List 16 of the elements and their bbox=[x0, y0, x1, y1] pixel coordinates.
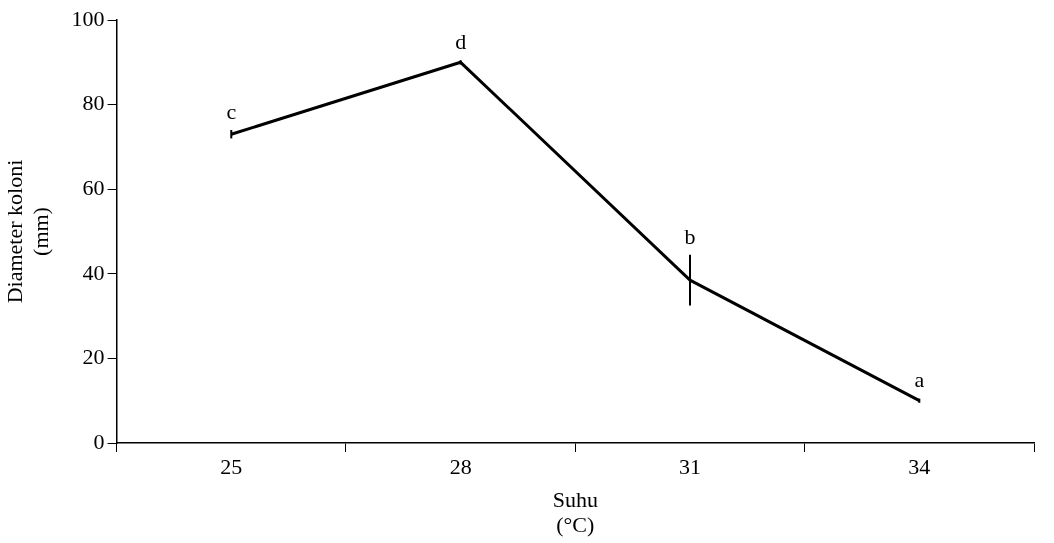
y-tick-label: 40 bbox=[82, 259, 105, 285]
annotation: d bbox=[455, 28, 467, 54]
x-tick-label: 28 bbox=[449, 453, 472, 479]
y-tick-label: 20 bbox=[82, 344, 105, 370]
x-axis-title: Suhu (°C) bbox=[552, 486, 598, 538]
x-tick-label: 31 bbox=[678, 453, 701, 479]
y-tick-label: 100 bbox=[71, 5, 105, 31]
y-tick-label: 60 bbox=[82, 174, 105, 200]
y-axis-title: Diameter koloni (mm) bbox=[2, 159, 53, 304]
y-tick-label: 80 bbox=[82, 90, 105, 116]
y-tick-label: 0 bbox=[93, 428, 105, 454]
x-tick-label: 34 bbox=[908, 453, 931, 479]
annotation: b bbox=[684, 223, 696, 249]
annotation: c bbox=[226, 98, 237, 124]
x-tick-label: 25 bbox=[220, 453, 243, 479]
annotation: a bbox=[914, 367, 925, 393]
